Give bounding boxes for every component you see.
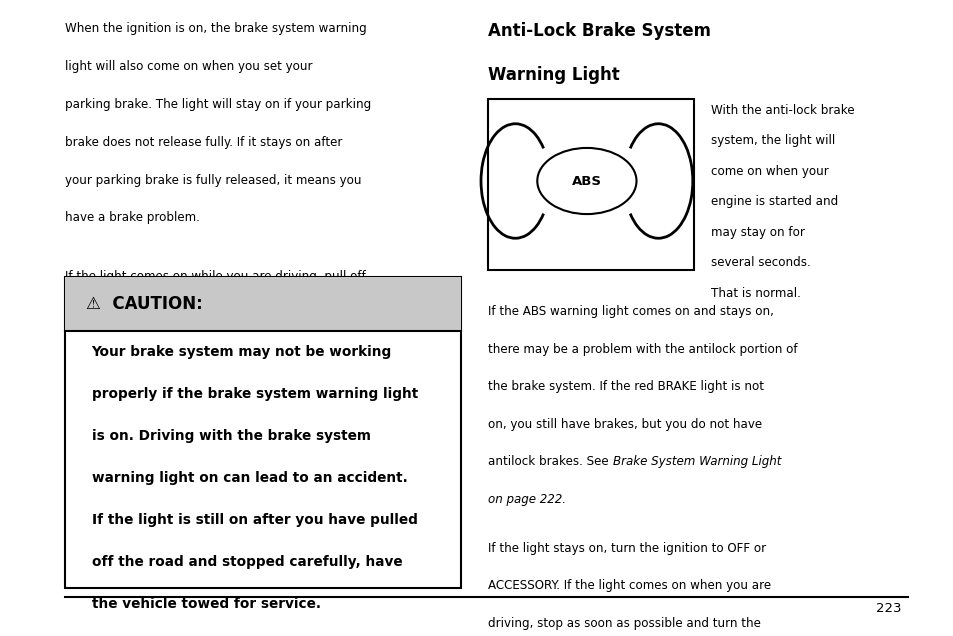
Text: If the light comes on while you are driving, pull off: If the light comes on while you are driv…: [65, 270, 365, 283]
Text: If the ABS warning light comes on and stays on,: If the ABS warning light comes on and st…: [488, 305, 774, 318]
Text: engine is started and: engine is started and: [710, 195, 837, 208]
Text: page 334.: page 334.: [65, 497, 124, 510]
Text: have a brake problem.: have a brake problem.: [65, 211, 199, 225]
Text: If the light is still on after you have pulled: If the light is still on after you have …: [91, 513, 417, 527]
Text: go closer to the floor. It may take longer to: go closer to the floor. It may take long…: [65, 384, 320, 397]
Text: That is normal.: That is normal.: [710, 287, 800, 300]
Bar: [488, 99, 693, 270]
Text: on page 222.: on page 222.: [488, 493, 566, 506]
Text: ACCESSORY. If the light comes on when you are: ACCESSORY. If the light comes on when yo…: [488, 579, 771, 592]
Text: come on when your: come on when your: [710, 165, 827, 177]
Text: several seconds.: several seconds.: [710, 256, 810, 269]
Bar: [65, 277, 460, 588]
Text: light will also come on when you set your: light will also come on when you set you…: [65, 60, 312, 73]
Text: driving, stop as soon as possible and turn the: driving, stop as soon as possible and tu…: [488, 617, 760, 630]
Text: for service. See: for service. See: [65, 459, 161, 473]
Bar: [65, 277, 460, 331]
Text: stop. If the light is still on, have the vehicle towed: stop. If the light is still on, have the…: [65, 422, 363, 434]
Text: may stay on for: may stay on for: [710, 226, 803, 238]
Text: is on. Driving with the brake system: is on. Driving with the brake system: [91, 429, 370, 443]
Text: ABS: ABS: [571, 174, 601, 188]
Text: If the light stays on, turn the ignition to OFF or: If the light stays on, turn the ignition…: [488, 542, 766, 555]
Text: properly if the brake system warning light: properly if the brake system warning lig…: [91, 387, 417, 401]
Text: on, you still have brakes, but you do not have: on, you still have brakes, but you do no…: [488, 418, 761, 431]
Text: there may be a problem with the antilock portion of: there may be a problem with the antilock…: [488, 343, 798, 356]
Text: warning light on can lead to an accident.: warning light on can lead to an accident…: [91, 471, 407, 485]
Text: off the road and stopped carefully, have: off the road and stopped carefully, have: [91, 555, 402, 569]
Text: the vehicle towed for service.: the vehicle towed for service.: [91, 597, 320, 611]
Text: your parking brake is fully released, it means you: your parking brake is fully released, it…: [65, 174, 361, 186]
Text: the road and stop carefully. You may notice: the road and stop carefully. You may not…: [65, 308, 322, 321]
Text: When the ignition is on, the brake system warning: When the ignition is on, the brake syste…: [65, 22, 366, 35]
Text: Warning Light: Warning Light: [488, 66, 619, 83]
Text: Brake System Warning Light: Brake System Warning Light: [612, 455, 781, 468]
Text: Your brake system may not be working: Your brake system may not be working: [91, 345, 392, 359]
Text: that the pedal is harder to push, or the pedal may: that the pedal is harder to push, or the…: [65, 346, 364, 359]
Text: With the anti-lock brake: With the anti-lock brake: [710, 104, 854, 116]
Text: Anti-Lock Brake System: Anti-Lock Brake System: [488, 22, 711, 40]
Text: brake does not release fully. If it stays on after: brake does not release fully. If it stay…: [65, 135, 342, 149]
Text: Towing Your Vehicle on: Towing Your Vehicle on: [161, 459, 295, 473]
Text: parking brake. The light will stay on if your parking: parking brake. The light will stay on if…: [65, 98, 371, 111]
Text: system, the light will: system, the light will: [710, 134, 834, 147]
Text: 223: 223: [875, 602, 901, 614]
Text: ⚠  CAUTION:: ⚠ CAUTION:: [86, 294, 202, 313]
Text: the brake system. If the red BRAKE light is not: the brake system. If the red BRAKE light…: [488, 380, 763, 393]
Text: antilock brakes. See: antilock brakes. See: [488, 455, 612, 468]
